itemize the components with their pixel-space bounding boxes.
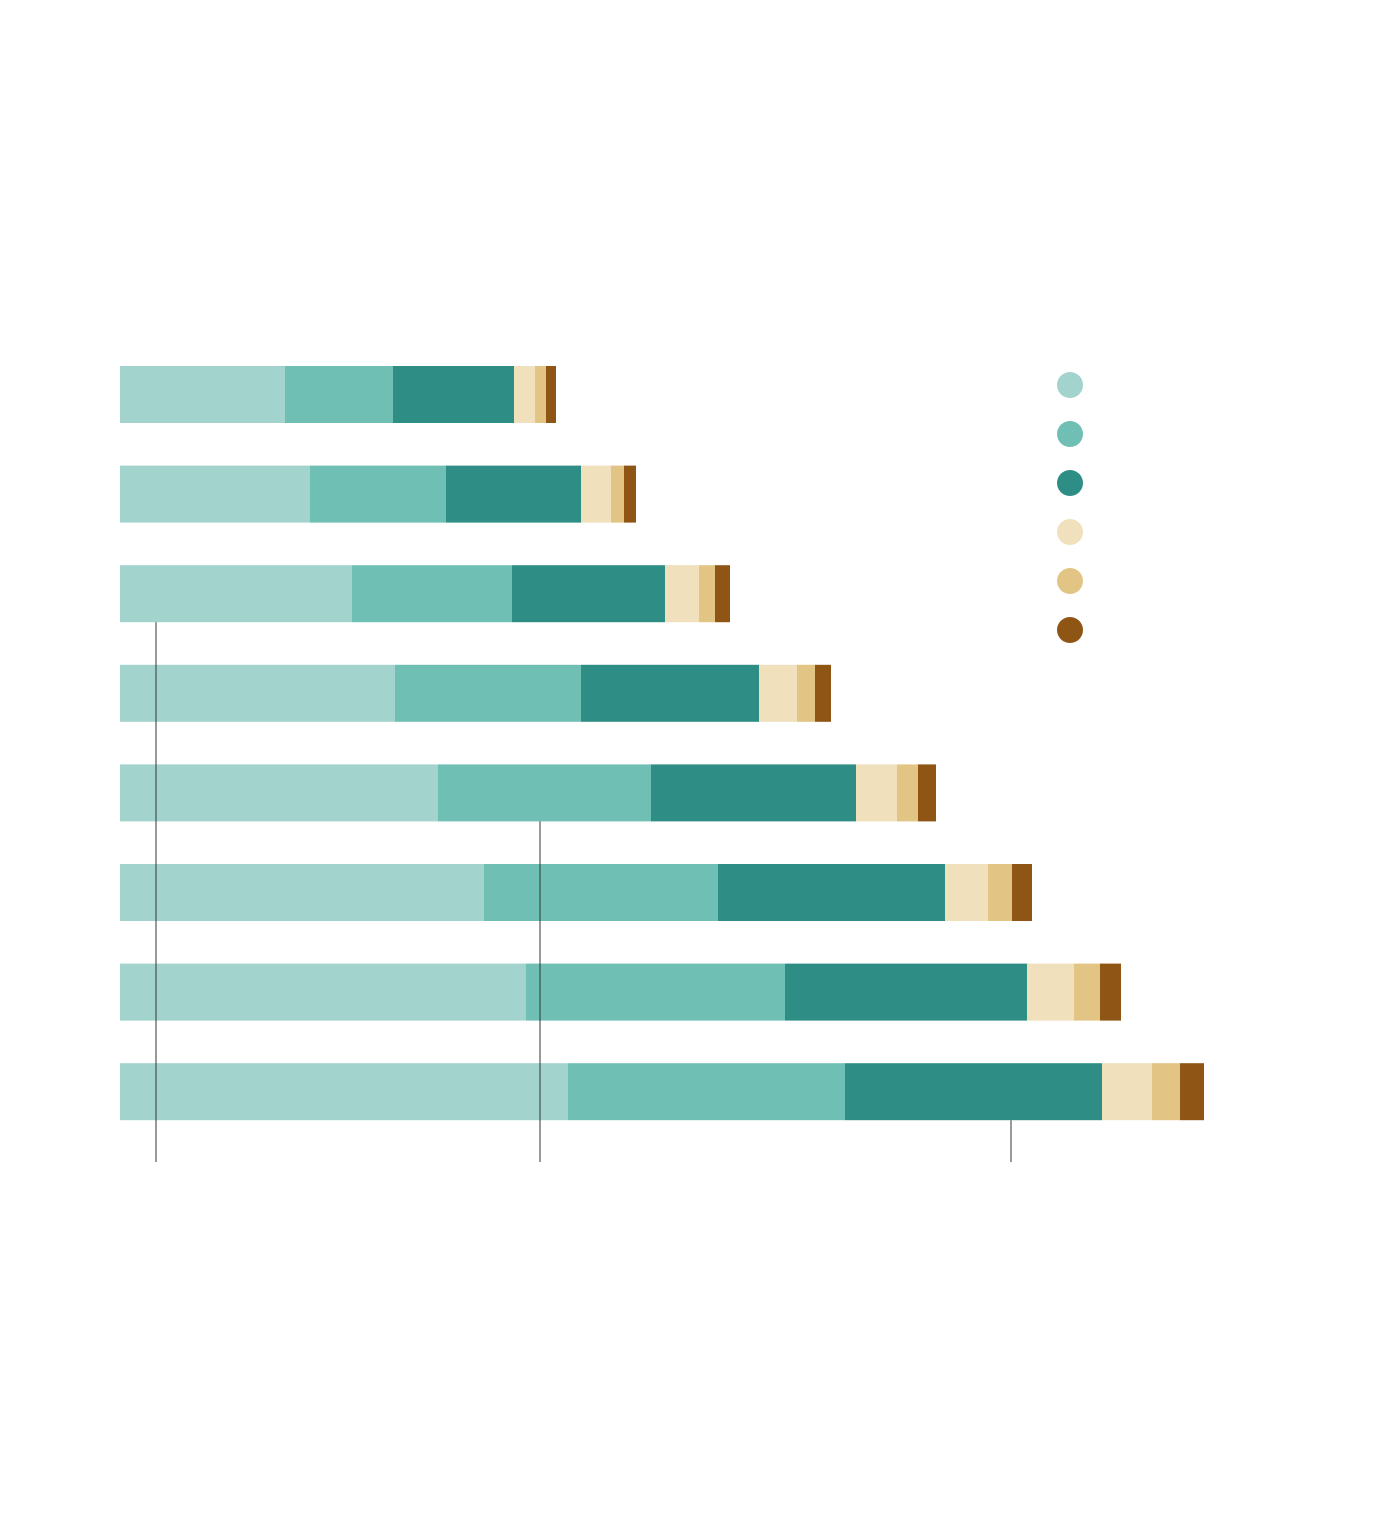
bar-segment (581, 465, 611, 523)
bar-segment (120, 664, 395, 722)
bar-segment (1012, 864, 1032, 921)
bar-segment (535, 366, 546, 423)
bar-segment (1180, 1063, 1204, 1121)
bar-segment (1102, 1063, 1152, 1121)
bar-segment (310, 465, 446, 523)
bar-segment (526, 963, 785, 1021)
bar-segment (352, 565, 512, 623)
bar-segment (1027, 963, 1074, 1021)
bar-segment (759, 664, 797, 722)
bar-segment (512, 565, 665, 623)
bar-segment (651, 764, 856, 822)
bar-segment (446, 465, 581, 523)
bar-segment (546, 366, 556, 423)
bar-segment (785, 963, 1027, 1021)
bar-segment (438, 764, 651, 822)
bar-segment (1100, 963, 1121, 1021)
bar-segment (797, 664, 815, 722)
bar-segment (120, 963, 526, 1021)
bar-segment (624, 465, 636, 523)
bar-segment (395, 664, 581, 722)
bar-segment (665, 565, 699, 623)
bar-segment (120, 1063, 568, 1121)
bar-segment (718, 864, 945, 921)
bar-segment (120, 465, 310, 523)
bar-segment (918, 764, 936, 822)
bar-segment (484, 864, 718, 921)
bar-segment (120, 764, 438, 822)
legend-swatch (1057, 519, 1083, 545)
bar-segment (988, 864, 1012, 921)
bar-segment (715, 565, 730, 623)
bar-segment (514, 366, 535, 423)
bar-segment (815, 664, 831, 722)
legend-swatch (1057, 470, 1083, 496)
legend-swatch (1057, 372, 1083, 398)
bar-segment (699, 565, 715, 623)
bar-segment (120, 864, 484, 921)
bar-segment (1074, 963, 1100, 1021)
legend-swatch (1057, 421, 1083, 447)
bar-segment (120, 565, 352, 623)
bar-segment (581, 664, 759, 722)
bar-segment (120, 366, 285, 423)
bar-segment (1152, 1063, 1180, 1121)
legend-swatch (1057, 617, 1083, 643)
bar-segment (945, 864, 988, 921)
bar-segment (856, 764, 897, 822)
bar-segment (393, 366, 514, 423)
legend-swatch (1057, 568, 1083, 594)
bar-segment (611, 465, 624, 523)
bar-segment (897, 764, 918, 822)
bar-segment (568, 1063, 845, 1121)
bar-segment (285, 366, 393, 423)
bar-segment (845, 1063, 1102, 1121)
